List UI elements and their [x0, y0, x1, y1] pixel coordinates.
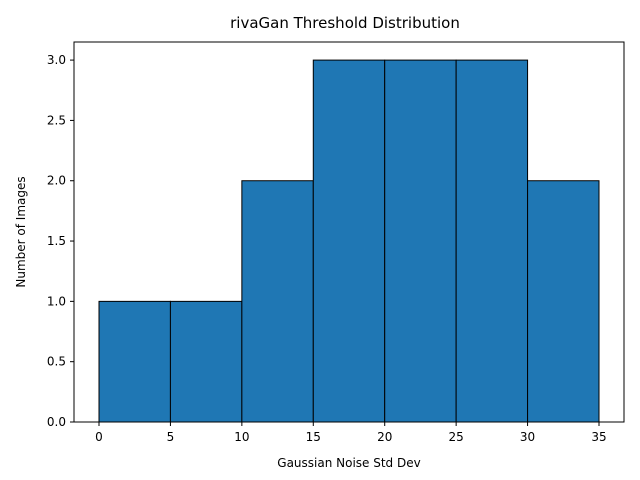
y-axis-label: Number of Images	[14, 176, 28, 287]
x-ticks-group: 0 5 10 15 20 25 30 35	[95, 422, 607, 444]
histogram-bar-4	[384, 59, 457, 423]
histogram-bar-1	[169, 300, 243, 423]
y-tick-label: 0.0	[47, 415, 66, 429]
histogram-bar-5	[455, 59, 529, 423]
bars-group	[98, 59, 600, 423]
x-tick-label: 15	[306, 430, 321, 444]
chart-title: rivaGan Threshold Distribution	[230, 14, 460, 32]
histogram-bar-0	[98, 300, 171, 423]
x-axis-label: Gaussian Noise Std Dev	[277, 456, 420, 470]
histogram-bar-6	[527, 180, 600, 423]
y-tick-label: 1.5	[47, 234, 66, 248]
y-tick-label: 1.0	[47, 294, 66, 308]
x-tick-label: 10	[234, 430, 249, 444]
y-tick-label: 2.0	[47, 174, 66, 188]
y-tick-label: 3.0	[47, 53, 66, 67]
x-tick-label: 20	[377, 430, 392, 444]
y-tick-label: 2.5	[47, 113, 66, 127]
x-tick-label: 5	[167, 430, 175, 444]
histogram-bar-3	[312, 59, 386, 423]
y-ticks-group: 0.0 0.5 1.0 1.5 2.0 2.5 3.0	[47, 53, 74, 429]
histogram-bar-2	[241, 180, 314, 423]
y-tick-label: 0.5	[47, 355, 66, 369]
x-tick-label: 0	[95, 430, 103, 444]
x-tick-label: 35	[591, 430, 606, 444]
x-tick-label: 25	[449, 430, 464, 444]
x-tick-label: 30	[520, 430, 535, 444]
plot-frame	[73, 41, 625, 423]
